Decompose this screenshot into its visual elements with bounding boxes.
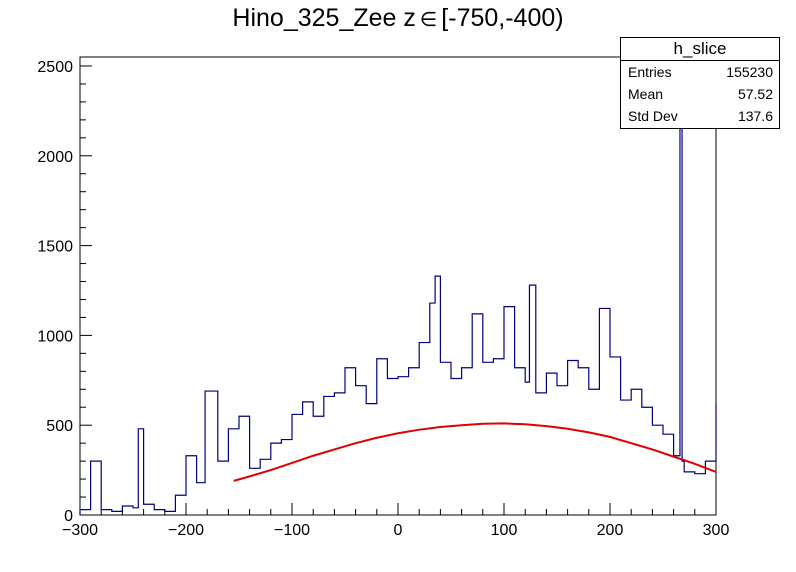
stats-label: Mean — [628, 86, 664, 102]
y-tick-label: 1000 — [37, 328, 73, 345]
x-tick-label: −100 — [274, 522, 310, 539]
stats-row-mean: Mean 57.52 — [621, 83, 779, 105]
y-tick-label: 500 — [46, 418, 73, 435]
y-tick-label: 2500 — [37, 59, 73, 76]
axis-tick-labels: −300 −200 −100 0 100 200 300 0 500 1000 1500 2000 25… — [37, 59, 729, 539]
axis-ticks — [79, 65, 717, 516]
x-tick-label: 0 — [394, 522, 403, 539]
stats-value: 57.52 — [737, 86, 773, 102]
x-tick-label: −200 — [168, 522, 204, 539]
histogram-marks — [79, 86, 717, 515]
x-tick-label: 100 — [491, 522, 518, 539]
stats-label: Std Dev — [628, 108, 678, 124]
y-tick-label: 1500 — [37, 239, 73, 256]
stats-row-entries: Entries 155230 — [621, 61, 779, 83]
stats-value: 155230 — [726, 64, 773, 80]
plot-title: Hino_325_Zee z ∈ [-750,-400) — [0, 4, 796, 33]
title-main: Hino_325_Zee z — [232, 4, 416, 32]
stats-value: 137.6 — [737, 108, 773, 124]
x-tick-label: −300 — [62, 522, 98, 539]
stats-box: h_slice Entries 155230 Mean 57.52 Std De… — [620, 37, 780, 129]
y-tick-label: 2000 — [37, 149, 73, 166]
y-tick-label: 0 — [64, 508, 73, 525]
stats-row-stddev: Std Dev 137.6 — [621, 105, 779, 127]
x-tick-label: 300 — [703, 522, 730, 539]
histogram-series — [79, 86, 717, 515]
stats-title: h_slice — [621, 38, 779, 61]
title-range: [-750,-400) — [441, 4, 564, 32]
stats-label: Entries — [628, 64, 672, 80]
fit-curve — [233, 422, 717, 482]
x-tick-label: 200 — [597, 522, 624, 539]
element-of-symbol: ∈ — [419, 7, 438, 31]
